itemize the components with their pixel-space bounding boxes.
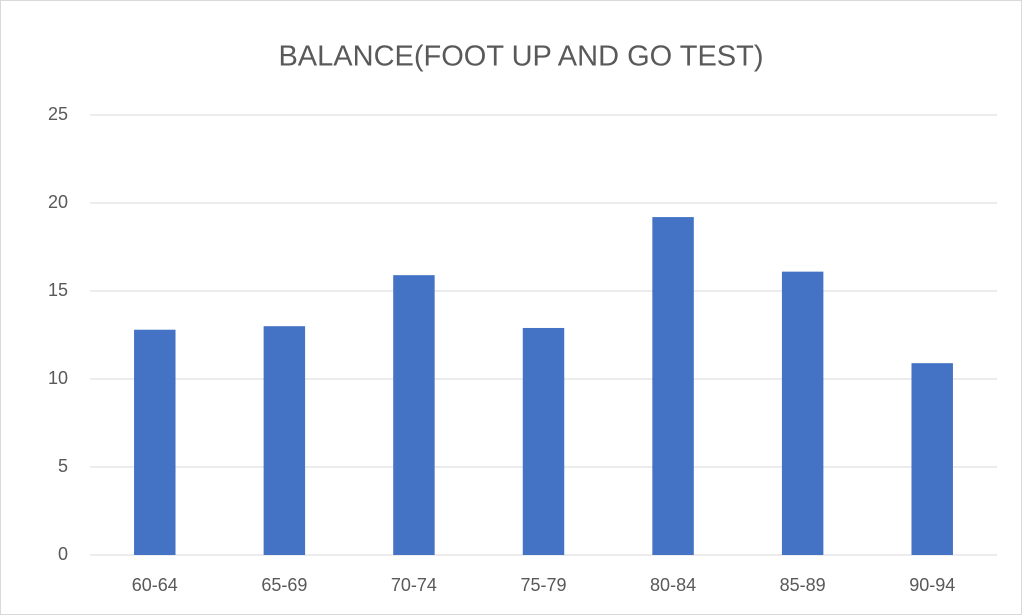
y-tick-label: 10 [48,368,68,388]
chart-title: BALANCE(FOOT UP AND GO TEST) [278,41,763,73]
y-tick-label: 15 [48,280,68,300]
x-tick-label: 90-94 [909,575,955,595]
bar [652,217,694,555]
bar [263,326,306,555]
x-tick-label: 85-89 [780,575,826,595]
x-tick-label: 75-79 [520,575,566,595]
x-tick-label: 70-74 [391,575,437,595]
x-tick-label: 80-84 [650,575,696,595]
x-tick-label: 60-64 [132,575,178,595]
bar [781,271,824,555]
y-tick-label: 0 [58,544,68,564]
x-tick-label: 65-69 [261,575,307,595]
bar [522,327,565,555]
y-tick-label: 20 [48,192,68,212]
bar [134,329,176,555]
y-tick-label: 25 [48,104,68,124]
bar [393,275,435,555]
bar [911,363,953,555]
y-tick-label: 5 [58,456,68,476]
